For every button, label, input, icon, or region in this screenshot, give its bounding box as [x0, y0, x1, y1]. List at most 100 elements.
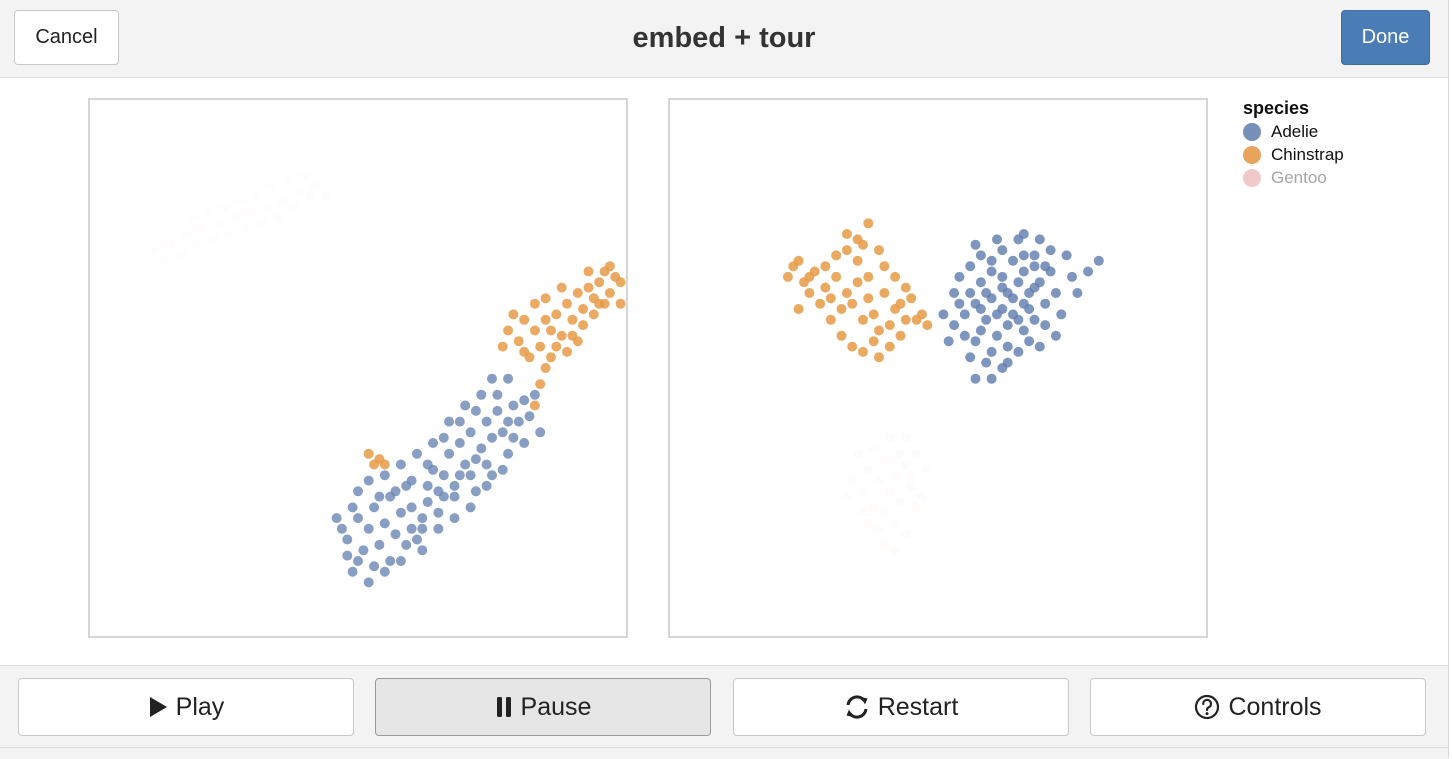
restart-button[interactable]: Restart [733, 678, 1069, 736]
point-chinstrap [363, 448, 374, 459]
point-chinstrap [874, 352, 884, 363]
point-adelie [470, 486, 481, 497]
point-chinstrap [863, 271, 874, 282]
point-adelie [444, 416, 455, 427]
point-adelie [975, 277, 986, 288]
pause-button[interactable]: Pause [375, 678, 711, 736]
point-adelie [454, 438, 465, 448]
point-adelie [1029, 261, 1040, 272]
point-gentoo [911, 448, 922, 459]
point-gentoo [192, 239, 203, 250]
point-adelie [449, 491, 460, 502]
point-adelie [1013, 277, 1024, 288]
point-chinstrap [540, 363, 551, 373]
point-gentoo [224, 229, 235, 239]
point-gentoo [181, 229, 192, 239]
point-gentoo [235, 196, 246, 207]
point-gentoo [874, 523, 884, 534]
point-chinstrap [863, 218, 874, 229]
point-gentoo [278, 196, 288, 207]
point-adelie [997, 271, 1008, 282]
point-gentoo [320, 191, 331, 202]
point-gentoo [202, 207, 213, 218]
point-chinstrap [804, 271, 815, 282]
point-adelie [535, 427, 546, 438]
point-chinstrap [825, 293, 836, 304]
point-gentoo [900, 459, 911, 470]
point-gentoo [911, 502, 922, 513]
tour-plot[interactable] [668, 98, 1208, 638]
point-chinstrap [922, 320, 933, 331]
point-adelie [481, 416, 492, 427]
point-adelie [422, 497, 433, 507]
legend-item-chinstrap[interactable]: Chinstrap [1243, 143, 1433, 166]
point-adelie [444, 448, 455, 459]
point-chinstrap [884, 320, 895, 331]
point-adelie [401, 539, 412, 550]
point-adelie [422, 459, 433, 470]
point-adelie [503, 416, 514, 427]
play-label: Play [175, 692, 225, 721]
point-gentoo [906, 480, 917, 491]
point-adelie [1008, 255, 1018, 266]
point-adelie [992, 234, 1002, 245]
embedding-plot[interactable] [88, 98, 628, 638]
point-adelie [481, 459, 492, 470]
point-chinstrap [782, 271, 793, 282]
point-chinstrap [788, 261, 799, 272]
point-gentoo [841, 491, 852, 502]
point-adelie [353, 556, 363, 566]
done-button[interactable]: Done [1341, 10, 1430, 65]
point-chinstrap [615, 277, 626, 288]
point-adelie [379, 470, 390, 481]
point-adelie [1002, 341, 1013, 352]
legend-item-gentoo[interactable]: Gentoo [1243, 166, 1433, 189]
point-adelie [342, 534, 353, 545]
legend-title: species [1243, 98, 1310, 118]
point-chinstrap [513, 336, 524, 347]
point-adelie [331, 513, 342, 524]
legend-item-adelie[interactable]: Adelie [1243, 120, 1433, 143]
legend-label: Chinstrap [1271, 144, 1344, 164]
point-adelie [487, 373, 497, 384]
point-adelie [1029, 250, 1040, 261]
point-adelie [943, 336, 954, 347]
point-gentoo [160, 255, 170, 266]
point-chinstrap [874, 245, 884, 256]
point-adelie [465, 427, 476, 438]
point-adelie [1008, 293, 1018, 304]
point-adelie [508, 400, 519, 411]
point-adelie [438, 470, 449, 481]
point-adelie [959, 330, 970, 341]
point-chinstrap [519, 314, 530, 325]
point-adelie [965, 261, 976, 272]
point-gentoo [868, 443, 879, 454]
play-button[interactable]: Play [18, 678, 354, 736]
point-chinstrap [858, 346, 868, 357]
point-adelie [385, 556, 396, 566]
controls-button[interactable]: Controls [1090, 678, 1426, 736]
cancel-button[interactable]: Cancel [14, 10, 119, 65]
point-adelie [422, 480, 433, 491]
point-chinstrap [546, 352, 556, 363]
help-icon [1194, 694, 1220, 720]
point-adelie [358, 545, 369, 556]
point-adelie [1056, 309, 1067, 320]
point-adelie [476, 443, 487, 454]
point-adelie [997, 282, 1008, 293]
point-chinstrap [836, 330, 847, 341]
point-gentoo [299, 170, 310, 180]
point-adelie [519, 438, 530, 448]
point-adelie [454, 470, 465, 481]
point-adelie [1029, 314, 1040, 325]
point-adelie [492, 405, 503, 416]
point-gentoo [879, 507, 890, 518]
point-gentoo [884, 486, 895, 497]
point-adelie [395, 459, 406, 470]
point-adelie [406, 502, 417, 513]
point-adelie [1013, 346, 1024, 357]
point-adelie [1050, 330, 1061, 341]
point-adelie [336, 523, 347, 534]
point-adelie [363, 475, 374, 486]
